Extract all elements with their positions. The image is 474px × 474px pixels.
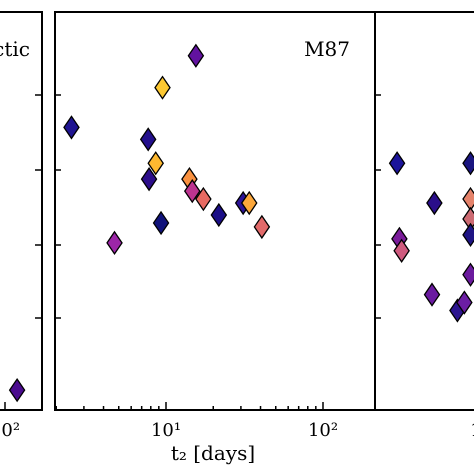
x-tick-label: 1	[470, 420, 474, 441]
data-point	[462, 186, 474, 212]
panel-frame	[374, 11, 474, 411]
middle-panel: 10¹ 10²	[54, 11, 376, 441]
x-tick-label: 10²	[308, 420, 338, 441]
x-axis-label: t₂ [days]	[171, 441, 255, 465]
data-point	[106, 230, 123, 255]
data-point	[426, 190, 443, 216]
data-point	[462, 222, 474, 248]
data-point	[462, 151, 474, 176]
data-point	[147, 151, 165, 176]
middle-panel-title: M87	[304, 37, 350, 61]
data-point	[240, 190, 258, 216]
data-point	[210, 202, 228, 228]
left-panel-title: ctic	[0, 37, 30, 61]
data-point	[63, 115, 80, 140]
x-tick-label: 10¹	[151, 420, 181, 441]
data-point	[462, 262, 474, 287]
data-point	[187, 43, 205, 68]
left-panel: 10²	[0, 11, 43, 441]
data-point	[253, 214, 271, 240]
data-point	[423, 282, 441, 307]
right-panel: 1	[374, 11, 474, 441]
data-point	[388, 151, 406, 176]
data-point	[393, 238, 410, 263]
data-point	[152, 210, 170, 236]
data-point	[8, 377, 26, 403]
data-point	[183, 178, 201, 204]
data-point	[154, 75, 171, 100]
data-point	[456, 290, 473, 315]
data-point	[140, 167, 158, 192]
x-tick-label: 10²	[0, 420, 20, 441]
panel-frame	[0, 11, 43, 411]
data-point	[195, 186, 212, 212]
data-point	[139, 127, 157, 152]
